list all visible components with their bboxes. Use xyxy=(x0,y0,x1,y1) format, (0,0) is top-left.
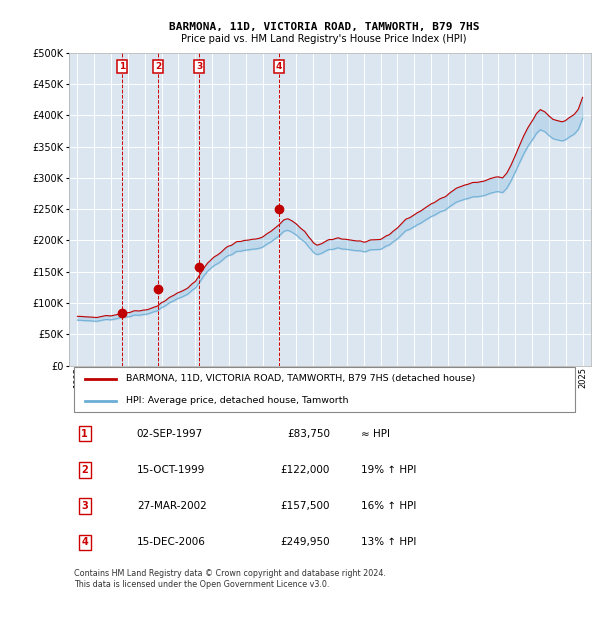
Text: Contains HM Land Registry data © Crown copyright and database right 2024.
This d: Contains HM Land Registry data © Crown c… xyxy=(74,569,386,589)
Text: 1: 1 xyxy=(81,428,88,439)
Text: 16% ↑ HPI: 16% ↑ HPI xyxy=(361,501,416,511)
Text: Price paid vs. HM Land Registry's House Price Index (HPI): Price paid vs. HM Land Registry's House … xyxy=(181,34,467,44)
Text: ≈ HPI: ≈ HPI xyxy=(361,428,391,439)
Text: 3: 3 xyxy=(81,501,88,511)
Text: £157,500: £157,500 xyxy=(281,501,330,511)
Text: HPI: Average price, detached house, Tamworth: HPI: Average price, detached house, Tamw… xyxy=(127,396,349,405)
Text: £122,000: £122,000 xyxy=(281,465,330,475)
Text: 3: 3 xyxy=(196,62,202,71)
Text: £83,750: £83,750 xyxy=(287,428,330,439)
Text: 15-DEC-2006: 15-DEC-2006 xyxy=(137,538,206,547)
Text: 02-SEP-1997: 02-SEP-1997 xyxy=(137,428,203,439)
Text: BARMONA, 11D, VICTORIA ROAD, TAMWORTH, B79 7HS: BARMONA, 11D, VICTORIA ROAD, TAMWORTH, B… xyxy=(169,22,479,32)
Text: £249,950: £249,950 xyxy=(280,538,330,547)
Text: 19% ↑ HPI: 19% ↑ HPI xyxy=(361,465,416,475)
Text: BARMONA, 11D, VICTORIA ROAD, TAMWORTH, B79 7HS (detached house): BARMONA, 11D, VICTORIA ROAD, TAMWORTH, B… xyxy=(127,374,476,383)
Text: 1: 1 xyxy=(119,62,125,71)
Text: 27-MAR-2002: 27-MAR-2002 xyxy=(137,501,206,511)
FancyBboxPatch shape xyxy=(74,368,575,412)
Text: 13% ↑ HPI: 13% ↑ HPI xyxy=(361,538,416,547)
Text: 4: 4 xyxy=(275,62,282,71)
Text: 15-OCT-1999: 15-OCT-1999 xyxy=(137,465,205,475)
Text: 2: 2 xyxy=(155,62,161,71)
Text: 2: 2 xyxy=(81,465,88,475)
Text: 4: 4 xyxy=(81,538,88,547)
